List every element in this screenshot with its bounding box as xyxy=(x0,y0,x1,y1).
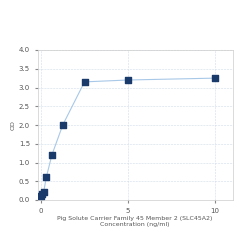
X-axis label: Pig Solute Carrier Family 45 Member 2 (SLC45A2)
Concentration (ng/ml): Pig Solute Carrier Family 45 Member 2 (S… xyxy=(57,216,213,227)
Point xyxy=(126,78,130,82)
Point xyxy=(213,76,217,80)
Point xyxy=(50,153,54,157)
Point xyxy=(82,80,86,84)
Y-axis label: OD: OD xyxy=(11,120,16,130)
Point xyxy=(39,194,43,198)
Point xyxy=(40,192,44,196)
Point xyxy=(44,175,48,179)
Point xyxy=(61,123,65,127)
Point xyxy=(42,190,46,194)
